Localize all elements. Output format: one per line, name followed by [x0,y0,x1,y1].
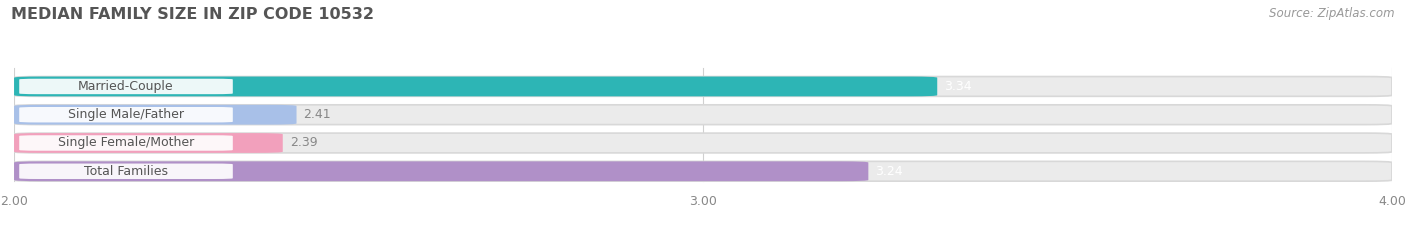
FancyBboxPatch shape [14,77,938,96]
Text: 2.39: 2.39 [290,137,318,150]
Text: 3.34: 3.34 [945,80,972,93]
FancyBboxPatch shape [20,79,233,94]
Text: 3.24: 3.24 [876,165,903,178]
FancyBboxPatch shape [14,133,283,153]
FancyBboxPatch shape [14,161,1392,181]
Text: Total Families: Total Families [84,165,167,178]
Text: MEDIAN FAMILY SIZE IN ZIP CODE 10532: MEDIAN FAMILY SIZE IN ZIP CODE 10532 [11,7,374,22]
FancyBboxPatch shape [14,105,1392,125]
FancyBboxPatch shape [20,107,233,122]
FancyBboxPatch shape [14,133,1392,153]
Text: Source: ZipAtlas.com: Source: ZipAtlas.com [1270,7,1395,20]
FancyBboxPatch shape [20,164,233,179]
Text: 2.41: 2.41 [304,108,330,121]
FancyBboxPatch shape [20,135,233,151]
FancyBboxPatch shape [14,105,297,125]
FancyBboxPatch shape [14,77,1392,96]
Text: Single Male/Father: Single Male/Father [67,108,184,121]
Text: Married-Couple: Married-Couple [79,80,174,93]
Text: Single Female/Mother: Single Female/Mother [58,137,194,150]
FancyBboxPatch shape [14,161,869,181]
